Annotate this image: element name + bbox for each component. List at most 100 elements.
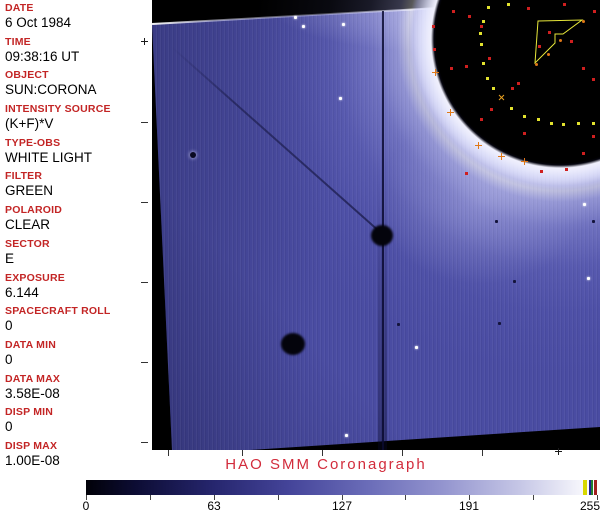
bottom-axis-tick [482,450,483,456]
metadata-field: POLAROID CLEAR [5,204,150,238]
field-label: INTENSITY SOURCE [5,103,111,116]
red-dot-marker [450,67,453,70]
red-dot-marker [465,172,468,175]
red-dot-marker [527,7,530,10]
bottom-axis-tick [242,450,243,456]
orange-plus-marker [475,142,482,149]
field-label: EXPOSURE [5,271,65,284]
metadata-field: DATA MIN 0 [5,339,150,373]
colorbar-stripe [589,480,591,495]
dark-speck [498,322,501,325]
bottom-axis-tick [322,450,323,456]
field-value: 0 [5,318,13,334]
metadata-field: OBJECT SUN:CORONA [5,69,150,103]
red-dot-marker [563,3,566,6]
red-dot-marker [570,40,573,43]
left-axis-tick [141,282,148,283]
orange-dot-marker [535,63,538,66]
colorbar-stripe [591,480,593,495]
field-value: 3.58E-08 [5,385,60,401]
red-dot-marker [433,48,436,51]
colorbar-label: 255 [579,499,600,512]
field-label: DISP MAX [5,439,58,452]
orange-dot-marker [559,39,562,42]
field-label: SPACECRAFT ROLL [5,305,111,318]
axis-plus-mark [141,38,148,45]
red-dot-marker [592,135,595,138]
colorbar-stripe [583,480,587,495]
metadata-field: DISP MAX 1.00E-08 [5,440,150,474]
colorbar-label: 0 [82,499,90,512]
colorbar-tick [405,495,406,500]
yellow-dot-marker [577,122,580,125]
red-dot-marker [565,168,568,171]
field-value: 1.00E-08 [5,452,60,468]
red-dot-marker [432,25,435,28]
yellow-dot-marker [510,107,513,110]
left-axis-tick [141,362,148,363]
metadata-field: SECTOR E [5,238,150,272]
white-speck [415,346,418,349]
field-value: CLEAR [5,217,51,233]
metadata-field: INTENSITY SOURCE (K+F)*V [5,103,150,137]
yellow-dot-marker [550,122,553,125]
red-dot-marker [540,170,543,173]
red-dot-marker [480,25,483,28]
dark-speck [397,323,400,326]
field-value: 6 Oct 1984 [5,15,72,30]
white-speck [339,97,342,100]
red-dot-marker [511,87,514,90]
bottom-axis-tick [168,450,169,456]
metadata-field: SPACECRAFT ROLL 0 [5,305,150,339]
yellow-dot-marker [482,62,485,65]
dark-speck [495,220,498,223]
white-speck [587,277,590,280]
yellow-dot-marker [537,118,540,121]
metadata-sidebar: DATE 6 Oct 1984 TIME 09:38:16 UT OBJECT SUN:C… [5,2,150,474]
yellow-dot-marker [592,122,595,125]
white-speck [345,434,348,437]
red-dot-marker [548,31,551,34]
red-dot-marker [538,45,541,48]
metadata-field: FILTER GREEN [5,170,150,204]
red-dot-marker [523,132,526,135]
orange-dot-marker [547,53,550,56]
colorbar-tick [214,495,215,500]
colorbar-tick [342,495,343,500]
dust-blob [281,333,305,355]
field-value: SUN:CORONA [5,82,97,98]
colorbar-label: 127 [331,499,353,512]
red-dot-marker [592,78,595,81]
yellow-dot-marker [487,6,490,9]
field-label: FILTER [5,170,43,183]
dust-spot [190,152,196,158]
red-dot-marker [490,108,493,111]
colorbar-tick [533,495,534,500]
orange-plus-marker [521,158,528,165]
colorbar-tick [597,495,598,500]
field-label: TIME [5,35,31,48]
left-axis-tick [141,442,148,443]
colorbar-tick [278,495,279,500]
colorbar-tick [469,495,470,500]
white-speck [342,23,345,26]
field-label: DISP MIN [5,406,54,419]
colorbar-tick [150,495,151,500]
red-dot-marker [468,15,471,18]
orange-plus-marker [447,109,454,116]
triangle-annotation [534,19,584,65]
colorbar-tick [86,495,87,500]
yellow-dot-marker [562,123,565,126]
axis-plus-mark [555,448,562,455]
image-title: HAO SMM Coronagraph [225,456,427,473]
white-speck [294,16,297,19]
red-dot-marker [488,57,491,60]
yellow-dot-marker [480,43,483,46]
orange-plus-marker [498,153,505,160]
yellow-dot-marker [507,3,510,6]
metadata-field: DATA MAX 3.58E-08 [5,373,150,407]
field-value: 0 [5,351,13,367]
yellow-dot-marker [486,77,489,80]
yellow-dot-marker [492,87,495,90]
